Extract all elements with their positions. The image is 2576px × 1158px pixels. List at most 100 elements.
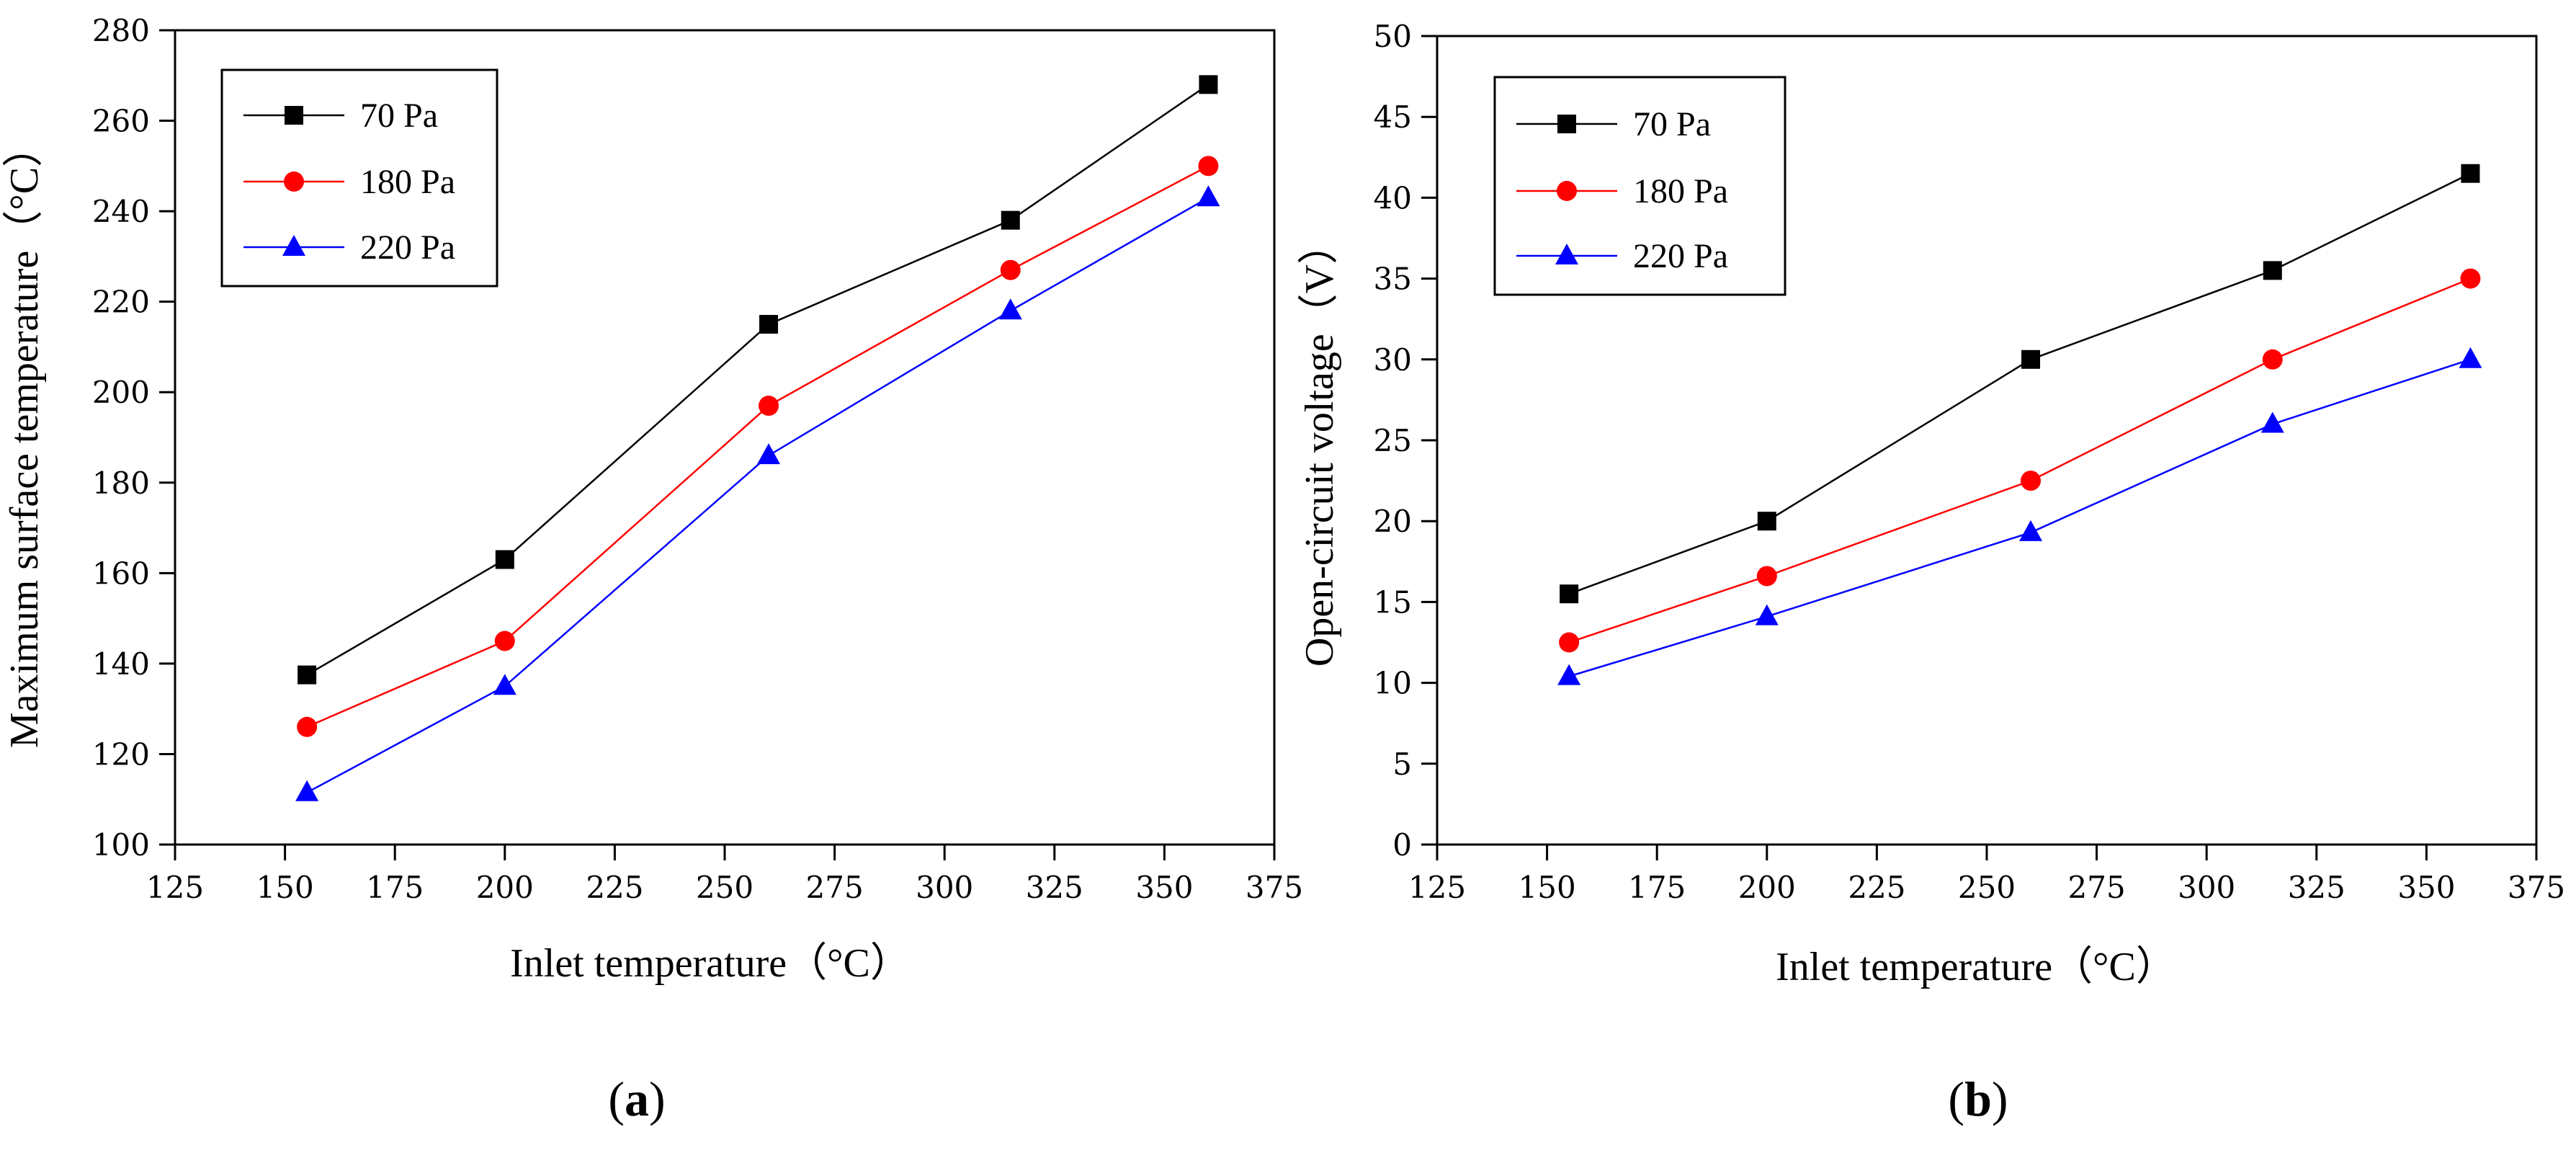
data-point [1756,566,1777,587]
data-point [493,674,516,695]
data-point [998,298,1022,320]
y-tick-label: 160 [92,556,150,591]
y-tick-label: 10 [1374,666,1412,701]
panel-label-open: ( [1948,1072,1964,1126]
panel-label-letter: a [625,1072,649,1126]
data-point [1559,632,1580,653]
panel-label-letter: b [1964,1072,1992,1126]
x-tick-label: 125 [146,870,204,905]
data-point [2021,349,2041,369]
x-tick-label: 325 [2288,870,2345,905]
data-point [2019,520,2043,541]
y-tick-label: 240 [92,194,150,229]
legend-marker [284,172,304,192]
y-tick-label: 140 [92,646,150,682]
x-tick-label: 300 [2178,870,2235,905]
legend-label: 180 Pa [360,163,455,201]
data-point [295,780,319,801]
legend-marker [1555,244,1578,264]
data-point [298,665,317,685]
legend-marker [285,106,303,125]
y-tick-label: 120 [92,736,150,772]
x-tick-label: 150 [1519,870,1576,905]
x-tick-label: 225 [586,870,643,905]
legend: 70 Pa 180 Pa 220 Pa [1493,76,1786,296]
x-tick-label: 375 [1245,870,1303,905]
data-point [2021,471,2041,491]
legend-label: 70 Pa [1633,105,1711,143]
y-tick-label: 50 [1374,19,1412,54]
x-tick-label: 125 [1408,870,1466,905]
data-point [1199,75,1218,94]
y-tick-label: 200 [92,375,150,410]
x-tick-label: 250 [1958,870,2016,905]
data-point [1197,185,1220,207]
legend-label: 220 Pa [1633,237,1728,275]
x-tick-label: 150 [256,870,314,905]
y-tick-label: 35 [1374,262,1412,297]
data-point [2461,164,2480,183]
panel-label-open: ( [608,1072,625,1126]
y-tick-label: 5 [1392,747,1412,782]
panel-label-close: ) [1992,1072,2008,1126]
x-tick-label: 275 [2068,870,2126,905]
y-tick-label: 180 [92,466,150,501]
data-point [2460,268,2481,289]
data-point [297,716,318,737]
chart-a: 125 150 175 200 225 250 275 300 325 350 375 100 120 1… [2,13,1303,1126]
legend-box [1493,76,1786,296]
legend-label: 220 Pa [360,228,455,267]
series-line-220-pa [1568,358,2471,677]
y-tick-label: 30 [1374,342,1412,378]
y-axis-label: Open-circuit voltage（V） [1297,224,1342,667]
x-axis-label: Inlet temperature（°C） [510,941,911,986]
x-tick-label: 350 [2397,870,2455,905]
data-point [2459,347,2482,368]
y-tick-label: 100 [92,827,150,863]
x-tick-label: 300 [916,870,973,905]
data-point [2263,261,2282,280]
panel-label: (b) [1948,1072,2008,1126]
x-tick-label: 250 [696,870,753,905]
y-tick-label: 0 [1392,827,1412,863]
panel-label-close: ) [649,1072,666,1126]
legend-marker [1557,115,1576,133]
data-point [494,631,515,651]
y-tick-label: 220 [92,285,150,320]
x-tick-label: 175 [366,870,424,905]
x-tick-label: 375 [2508,870,2565,905]
data-point [1560,584,1579,604]
data-point [759,396,779,417]
x-tick-label: 350 [1135,870,1193,905]
data-point [1757,512,1776,531]
data-point [2260,411,2284,433]
y-axis-label: Maximum surface temperature（°C） [2,127,47,748]
x-tick-label: 200 [1738,870,1796,905]
x-axis-label: Inlet temperature（°C） [1776,945,2176,989]
chart-b: 125 150 175 200 225 250 275 300 325 350 375 0 5 10 15 2… [1297,19,2565,1126]
x-tick-label: 175 [1628,870,1686,905]
y-tick-label: 25 [1374,423,1412,458]
data-point [1001,210,1020,230]
data-point [759,315,779,334]
data-point [495,550,514,569]
data-point [1755,604,1779,625]
panel-label: (a) [608,1072,665,1126]
y-tick-label: 15 [1374,584,1412,620]
legend-marker [282,235,305,256]
data-point [1557,664,1581,685]
legend-label: 70 Pa [360,97,438,135]
y-tick-label: 280 [92,13,150,48]
legend-marker [1557,181,1577,201]
y-tick-label: 260 [92,104,150,139]
data-point [1000,259,1021,280]
x-tick-label: 200 [476,870,534,905]
data-point [1198,156,1219,177]
data-point [2262,349,2283,370]
legend-label: 180 Pa [1633,172,1728,210]
legend: 70 Pa 180 Pa 220 Pa [220,68,498,288]
series-line-180-pa [1568,277,2471,643]
x-tick-label: 225 [1848,870,1905,905]
data-point [757,443,781,465]
